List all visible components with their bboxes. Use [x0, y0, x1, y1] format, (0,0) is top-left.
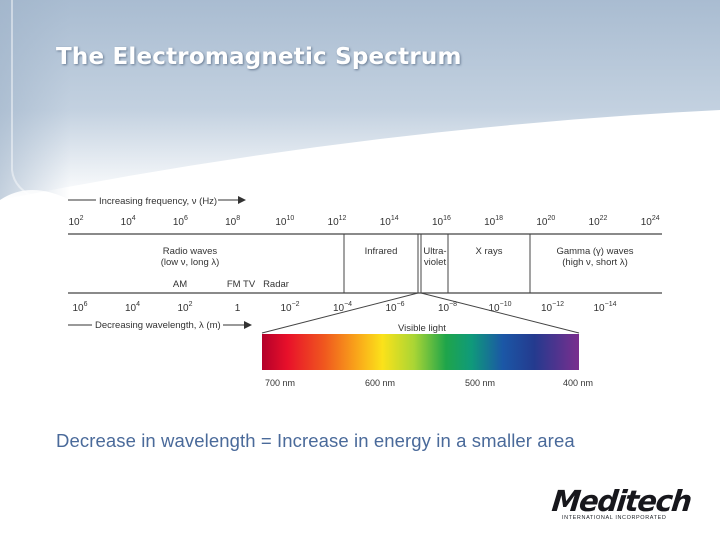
visible-connector-left [261, 292, 419, 334]
em-spectrum-diagram: Increasing frequency, ν (Hz) 102 104 106 10… [68, 196, 662, 388]
wavelength-tick-8: 10−10 [489, 301, 512, 314]
frequency-tick-0: 102 [68, 215, 83, 228]
logo-tagline: INTERNATIONAL INCORPORATED [562, 515, 667, 521]
wavelength-tick-9: 10−12 [541, 301, 564, 314]
visible-nm-labels: 700 nm 600 nm 500 nm 400 nm [265, 378, 593, 388]
wavelength-axis-label: Decreasing wavelength, λ (m) [95, 320, 221, 331]
band-labels: AM FM TV Radar [173, 279, 289, 290]
band-am: AM [173, 279, 187, 290]
logo-wordmark: Meditech [550, 484, 693, 518]
visible-400nm: 400 nm [563, 378, 593, 388]
wavelength-tick-3: 1 [235, 303, 241, 314]
frequency-tick-5: 1012 [328, 215, 347, 228]
visible-light-label: Visible light [398, 323, 446, 334]
frequency-tick-4: 1010 [275, 215, 294, 228]
wavelength-tick-4: 10−2 [280, 301, 299, 314]
frequency-tick-6: 1014 [380, 215, 399, 228]
region-ultraviolet-line1: Ultra- [423, 246, 446, 257]
wavelength-tick-10: 10−14 [594, 301, 617, 314]
title-banner [0, 0, 720, 200]
band-radar: Radar [263, 279, 289, 290]
region-xrays: X rays [476, 246, 503, 257]
wavelength-tick-7: 10−8 [438, 301, 457, 314]
visible-600nm: 600 nm [365, 378, 395, 388]
region-gamma-line2: (high ν, short λ) [562, 257, 627, 268]
frequency-tick-7: 1016 [432, 215, 451, 228]
region-infrared: Infrared [365, 246, 398, 257]
frequency-tick-8: 1018 [484, 215, 503, 228]
region-radio-line1: Radio waves [163, 246, 218, 257]
region-radio-line2: (low ν, long λ) [161, 257, 220, 268]
wavelength-tick-1: 104 [125, 301, 140, 314]
frequency-tick-2: 106 [173, 215, 188, 228]
frequency-tick-11: 1024 [641, 215, 660, 228]
wavelength-ticks: 106 104 102 1 10−2 10−4 10−6 10−8 10−10 10−12 10−1… [72, 301, 616, 314]
frequency-ticks: 102 104 106 108 1010 1012 1014 1016 1018 1020 1022… [68, 215, 659, 228]
frequency-tick-10: 1022 [589, 215, 608, 228]
band-fmtv: FM TV [227, 279, 256, 290]
slide-caption: Decrease in wavelength = Increase in ene… [56, 430, 575, 451]
frequency-tick-9: 1020 [536, 215, 555, 228]
wavelength-tick-0: 106 [72, 301, 87, 314]
wavelength-tick-5: 10−4 [333, 301, 352, 314]
visible-500nm: 500 nm [465, 378, 495, 388]
region-ultraviolet-line2: violet [424, 257, 447, 268]
wavelength-tick-6: 10−6 [385, 301, 404, 314]
frequency-tick-1: 104 [121, 215, 136, 228]
slide-title: The Electromagnetic Spectrum [56, 44, 462, 70]
visible-spectrum-bar [262, 334, 579, 370]
frequency-tick-3: 108 [225, 215, 240, 228]
visible-700nm: 700 nm [265, 378, 295, 388]
frequency-axis-label: Increasing frequency, ν (Hz) [99, 196, 217, 207]
wavelength-tick-2: 102 [177, 301, 192, 314]
region-labels: Radio waves (low ν, long λ) Infrared Ult… [161, 246, 634, 268]
region-gamma-line1: Gamma (γ) waves [556, 246, 633, 257]
visible-connector-right [420, 292, 580, 334]
meditech-logo: Meditech INTERNATIONAL INCORPORATED [550, 484, 693, 522]
